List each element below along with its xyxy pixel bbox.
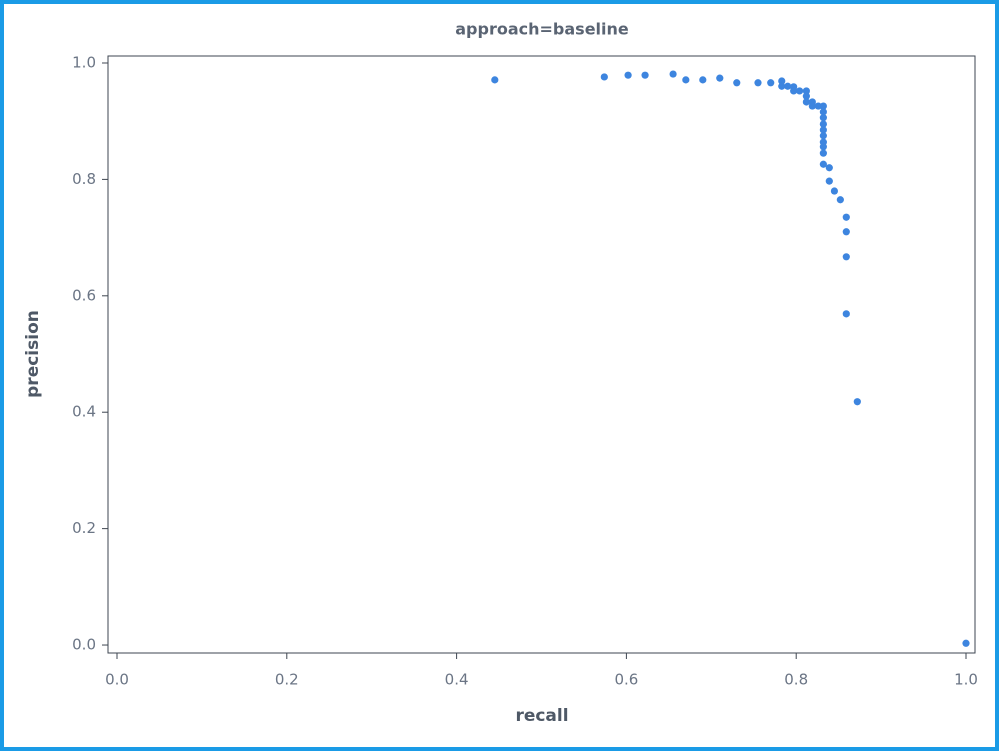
y-tick-label: 0.6 (72, 286, 96, 304)
point (778, 77, 786, 85)
x-tick-label: 0.8 (784, 671, 808, 689)
point (795, 87, 804, 95)
point (842, 213, 850, 221)
point (836, 196, 844, 204)
y-axis-label: precision (23, 310, 43, 398)
x-tick-label: 0.0 (105, 671, 129, 689)
point (624, 71, 632, 79)
point (819, 108, 827, 116)
point (842, 228, 850, 236)
y-tick-label: 0.4 (72, 403, 96, 421)
point (825, 164, 833, 172)
chart-title: approach=baseline (455, 20, 629, 39)
point (825, 177, 833, 185)
point (491, 76, 499, 84)
x-tick-label: 0.6 (614, 671, 638, 689)
point (819, 120, 827, 128)
point (819, 149, 827, 157)
point (842, 310, 850, 318)
y-tick-label: 1.0 (72, 53, 96, 71)
point (802, 98, 810, 106)
point (819, 132, 827, 140)
point (699, 76, 707, 84)
point (600, 73, 608, 81)
point (767, 79, 775, 87)
point (842, 253, 850, 261)
point (682, 76, 690, 84)
point (853, 398, 861, 406)
y-tick-label: 0.8 (72, 170, 96, 188)
x-tick-label: 0.2 (275, 671, 299, 689)
point (802, 92, 810, 100)
point (802, 87, 810, 95)
point (814, 102, 822, 110)
x-tick-label: 1.0 (954, 671, 978, 689)
point (641, 71, 649, 79)
point (669, 70, 677, 78)
point (819, 143, 827, 151)
x-tick-label: 0.4 (445, 671, 469, 689)
point (830, 187, 839, 195)
point (778, 82, 786, 90)
y-tick-label: 0.0 (72, 636, 96, 654)
point (808, 102, 816, 110)
point (819, 160, 827, 168)
point (790, 87, 798, 95)
point (819, 102, 827, 110)
point (962, 639, 970, 647)
point (754, 79, 762, 87)
y-tick-label: 0.2 (72, 519, 96, 537)
x-axis-label: recall (515, 706, 568, 726)
point (784, 82, 792, 90)
point (716, 74, 724, 82)
plot-border (107, 55, 976, 654)
point (819, 126, 827, 134)
point (819, 114, 827, 122)
point (733, 79, 741, 87)
